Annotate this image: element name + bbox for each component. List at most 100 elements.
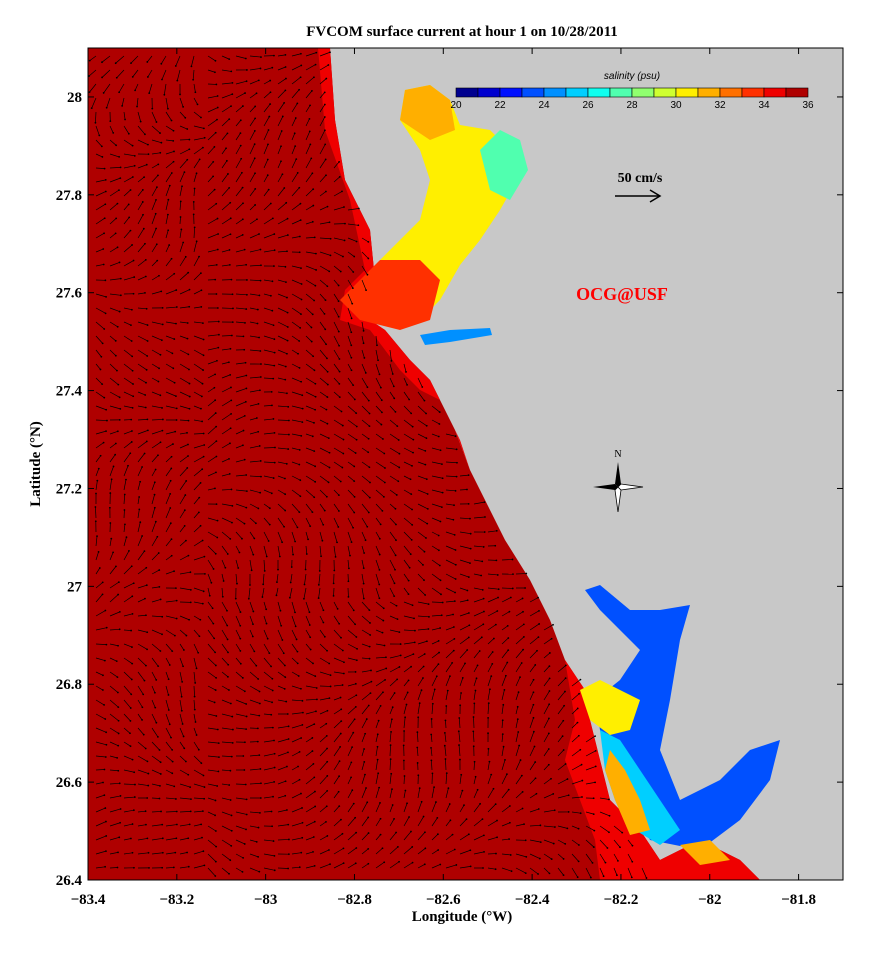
current-vector-head [391,788,393,791]
current-vector-head [453,848,456,851]
current-vector [375,447,385,454]
current-vector [179,555,189,561]
current-vector [277,321,288,328]
current-vector [151,164,159,169]
current-vector-head [350,776,352,779]
current-vector-head [212,160,215,163]
current-vector [165,97,169,109]
current-vector-head [214,59,217,62]
current-vector-head [537,873,539,875]
current-vector [473,716,475,729]
current-vector [291,133,296,141]
current-vector [207,671,217,679]
current-vector-head [313,864,316,867]
current-vector-head [576,707,579,710]
current-vector [109,581,120,589]
current-vector [235,55,246,59]
current-vector [431,627,441,631]
current-vector-head [269,103,272,105]
current-vector [389,531,397,541]
current-vector [291,866,300,869]
current-vector-head [350,317,353,320]
current-vector [389,719,393,729]
current-vector-head [214,875,217,877]
current-vector-head [128,549,130,552]
current-vector-head [483,501,486,504]
current-vector [263,657,272,667]
current-vector-head [200,272,202,275]
current-vector-head [324,328,327,331]
current-vector-head [327,437,330,440]
current-vector-head [357,224,360,227]
current-vector-head [239,662,242,665]
current-vector-head [466,488,468,491]
current-vector-head [265,622,268,625]
current-vector [529,704,534,715]
current-vector-head [329,254,332,257]
y-tick-label: 26.8 [56,677,82,693]
current-vector-head [159,394,162,397]
current-vector-head [144,597,146,600]
current-vector-head [453,600,456,603]
current-vector [543,665,550,673]
current-vector-head [259,768,262,770]
current-vector-head [171,760,174,763]
current-vector-head [215,503,218,506]
current-vector-head [230,412,233,415]
current-vector [137,713,143,721]
current-vector [137,824,146,827]
current-vector [109,167,121,169]
current-vector [249,825,259,828]
current-vector-head [131,662,134,665]
current-vector-head [368,496,371,499]
current-vector [137,125,146,135]
current-vector [333,848,344,855]
current-vector-head [326,760,329,763]
current-vector [276,587,279,596]
current-vector-head [104,865,106,868]
current-vector-head [218,756,220,758]
current-vector [361,559,365,569]
current-vector [305,461,316,467]
current-vector [207,825,217,832]
current-vector [333,293,339,302]
current-vector [333,629,342,638]
current-vector-head [103,217,106,220]
current-vector [123,391,134,397]
current-vector [193,601,203,605]
current-vector-head [392,385,395,388]
current-vector [207,132,216,141]
current-vector [305,391,316,398]
current-vector [599,867,604,877]
current-vector-head [134,89,136,92]
current-vector-head [299,202,302,205]
current-vector-head [185,480,188,482]
current-vector-head [130,693,133,696]
current-vector-head [175,407,178,410]
current-vector [277,433,289,435]
current-vector [319,790,328,799]
current-vector [445,676,451,687]
current-vector [529,650,538,659]
current-vector [543,678,550,687]
current-vector [445,587,456,593]
current-vector-head [460,773,463,776]
current-vector [473,516,485,519]
current-vector [123,783,135,785]
current-vector-head [502,703,505,706]
current-vector [235,388,247,393]
current-vector-head [350,369,353,372]
current-vector [179,615,190,621]
current-vector-head [362,582,365,585]
current-vector [375,391,383,401]
current-vector-head [533,745,536,748]
current-vector [277,130,283,141]
x-tick-label: −82.4 [515,892,550,908]
current-vector [95,794,105,799]
current-vector-head [482,623,485,626]
current-vector [375,573,380,585]
current-vector [263,629,269,639]
current-vector-head [131,176,134,178]
current-vector-head [115,217,118,220]
current-vector-head [105,850,107,853]
